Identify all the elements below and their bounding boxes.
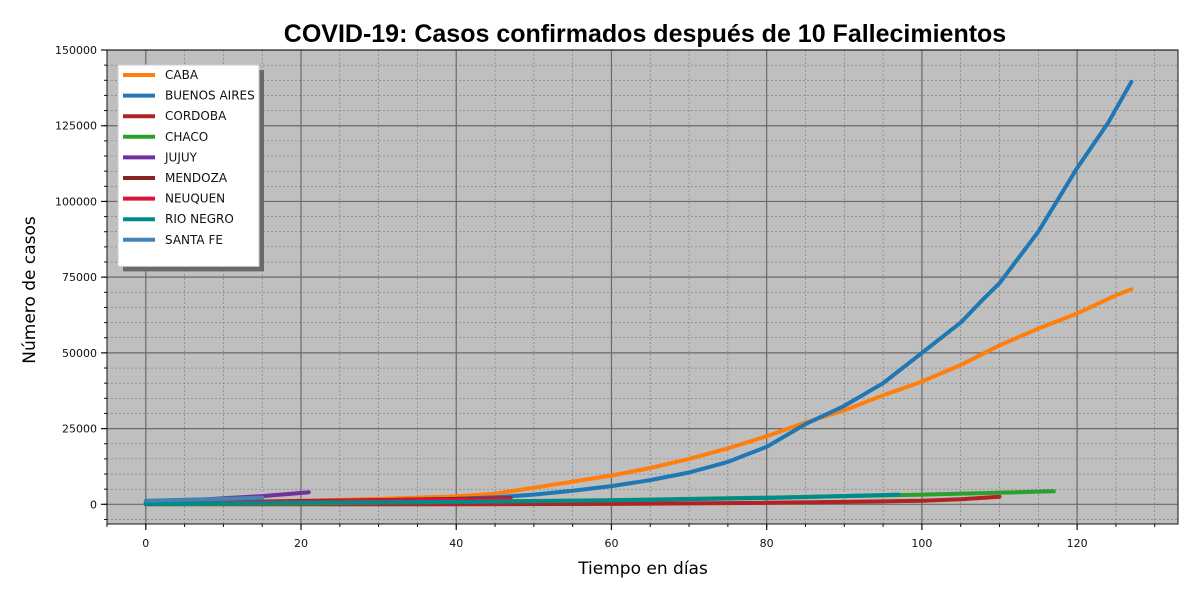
x-tick-label: 60 [604, 537, 618, 550]
series-line-santa-fe [143, 495, 265, 503]
x-tick-label: 20 [294, 537, 308, 550]
x-axis-label: Tiempo en días [577, 559, 708, 579]
series-line-caba [143, 287, 1134, 506]
legend-label-neuquen: NEUQUEN [165, 192, 225, 206]
y-axis-label: Número de casos [20, 216, 40, 364]
axis-ticks: 0 20 40 60 80 100 120 0 25000 50000 75000 100000 125… [55, 44, 1156, 550]
legend-label-mendoza: MENDOZA [165, 171, 228, 185]
legend-label-cordoba: CORDOBA [165, 109, 227, 123]
x-tick-label: 120 [1067, 537, 1088, 550]
y-tick-label: 125000 [55, 120, 97, 133]
plot-frame [106, 49, 1179, 525]
legend-label-chaco: CHACO [165, 130, 208, 144]
legend-label-caba: CABA [165, 68, 199, 82]
x-tick-label: 100 [911, 537, 932, 550]
legend-label-buenos-aires: BUENOS AIRES [165, 89, 255, 103]
legend-label-santa-fe: SANTA FE [165, 233, 223, 247]
legend: CABA BUENOS AIRES CORDOBA CHACO JUJUY MENDOZA… [117, 64, 264, 272]
legend-label-rio-negro: RIO NEGRO [165, 212, 234, 226]
x-tick-label: 0 [142, 537, 149, 550]
series-line-rio-negro [143, 492, 901, 506]
series-lines [143, 79, 1134, 507]
y-tick-label: 100000 [55, 195, 97, 208]
x-tick-label: 40 [449, 537, 463, 550]
chart-title: COVID-19: Casos confirmados después de 1… [284, 20, 1006, 48]
x-tick-label: 80 [760, 537, 774, 550]
legend-box [117, 64, 260, 267]
plot-area [107, 50, 1178, 524]
y-tick-label: 75000 [62, 271, 97, 284]
y-tick-label: 0 [90, 498, 97, 511]
y-tick-label: 50000 [62, 347, 97, 360]
y-tick-label: 25000 [62, 423, 97, 436]
legend-label-jujuy: JUJUY [164, 150, 198, 164]
y-tick-label: 150000 [55, 44, 97, 57]
